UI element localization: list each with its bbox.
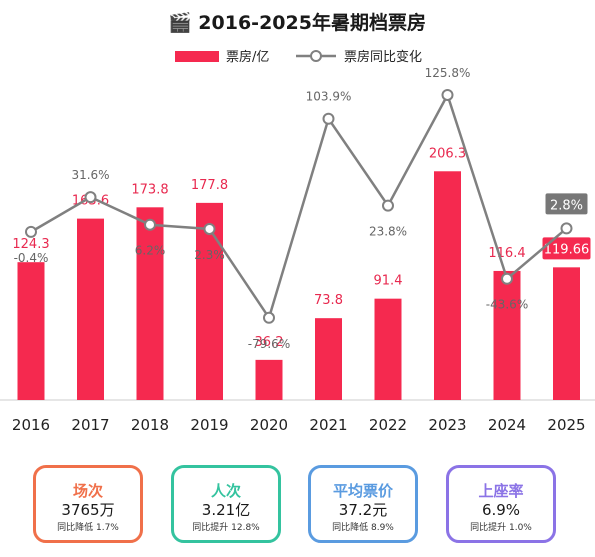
x-tick-label: 2025	[547, 416, 585, 434]
stat-card-value: 3.21亿	[201, 501, 251, 519]
stat-card-change: 同比提升 12.8%	[192, 523, 260, 533]
bar-label-bg	[542, 237, 591, 260]
yoy-line	[30, 91, 568, 321]
box-office-chart: 🎬 2016-2025年暑期档票房 票房/亿 票房同比变化 124.3163.6…	[0, 11, 595, 434]
bar-2021	[315, 318, 342, 400]
yoy-point-2019	[203, 222, 216, 235]
x-tick-label: 2022	[369, 416, 407, 434]
bar-2020	[255, 359, 283, 400]
stat-card-title: 人次	[210, 482, 241, 500]
yoy-value-label: 6.2%	[135, 244, 166, 258]
bar-value-label: 173.8	[131, 182, 168, 197]
yoy-value-label: -79.6%	[248, 337, 290, 351]
stat-card-title: 平均票价	[332, 482, 393, 500]
bar-value-label: 36.2	[255, 335, 284, 350]
yoy-value-label: 103.9%	[306, 90, 352, 104]
stat-card-value: 3765万	[61, 501, 115, 519]
bar-2016	[17, 262, 45, 400]
yoy-value-label: 23.8%	[369, 225, 407, 239]
yoy-point-2023	[441, 88, 454, 101]
stat-card-value: 37.2元	[338, 501, 388, 519]
bar-2025	[553, 267, 580, 400]
yoy-point-2025	[560, 222, 573, 235]
yoy-value-label: 2.3%	[194, 248, 225, 262]
x-tick-label: 2019	[190, 416, 228, 434]
legend-line-label: 票房同比变化	[344, 49, 422, 65]
yoy-point-2024	[501, 272, 513, 285]
stat-card-change: 同比提升 1.0%	[470, 523, 532, 533]
bar-value-label: 73.8	[314, 293, 343, 308]
x-tick-label: 2017	[71, 416, 109, 434]
stat-card-title: 场次	[72, 482, 103, 500]
x-tick-label: 2024	[488, 416, 526, 434]
x-tick-label: 2018	[131, 416, 169, 434]
bar-2017	[77, 218, 104, 400]
bar-2022	[374, 298, 402, 400]
chart-title: 🎬 2016-2025年暑期档票房	[168, 11, 426, 34]
bar-value-label: 116.4	[488, 246, 525, 261]
x-tick-label: 2021	[309, 416, 347, 434]
stat-card-title: 上座率	[478, 482, 524, 500]
stat-card: 人次 3.21亿同比提升 12.8%	[171, 465, 281, 543]
legend-bar-swatch	[175, 51, 219, 62]
legend: 票房/亿 票房同比变化	[175, 49, 422, 65]
yoy-point-2018	[144, 218, 156, 231]
yoy-point-2020	[263, 311, 275, 324]
bar-value-label: 119.66	[544, 242, 590, 257]
stat-card: 场次 3765万同比降低 1.7%	[33, 465, 143, 543]
stats-cards: 场次 3765万同比降低 1.7% 人次 3.21亿同比提升 12.8% 平均票价 37.…	[0, 463, 595, 553]
bar-value-label: 91.4	[374, 274, 403, 289]
yoy-value-label: 31.6%	[71, 168, 109, 182]
bar-value-label: 206.3	[429, 146, 466, 161]
bar-2019	[196, 202, 223, 400]
x-tick-label: 2020	[250, 416, 288, 434]
bar-value-label: 124.3	[12, 237, 49, 252]
bar-2023	[434, 171, 461, 400]
x-tick-label: 2023	[428, 416, 466, 434]
yoy-point-2022	[382, 199, 394, 212]
bar-2024	[493, 270, 521, 400]
bar-2018	[136, 207, 164, 400]
yoy-point-2021	[322, 112, 335, 125]
bar-value-label: 177.8	[191, 178, 228, 193]
yoy-value-label: 2.8%	[550, 198, 583, 213]
stat-card: 上座率 6.9% 同比提升 1.0%	[446, 465, 556, 543]
yoy-label-bg	[545, 193, 588, 215]
yoy-value-label: -0.4%	[14, 251, 49, 265]
yoy-value-label: 125.8%	[425, 66, 471, 80]
legend-line-marker	[310, 50, 322, 62]
stat-card-change: 同比降低 8.9%	[332, 523, 394, 533]
x-tick-label: 2016	[12, 416, 50, 434]
yoy-point-2017	[84, 191, 97, 204]
stat-card-change: 同比降低 1.7%	[57, 523, 119, 533]
stat-card-value: 6.9%	[481, 501, 521, 519]
yoy-point-2016	[25, 225, 37, 238]
stat-card: 平均票价 37.2元同比降低 8.9%	[308, 465, 418, 543]
yoy-value-label: -43.6%	[486, 298, 528, 312]
legend-bar-label: 票房/亿	[226, 49, 269, 65]
